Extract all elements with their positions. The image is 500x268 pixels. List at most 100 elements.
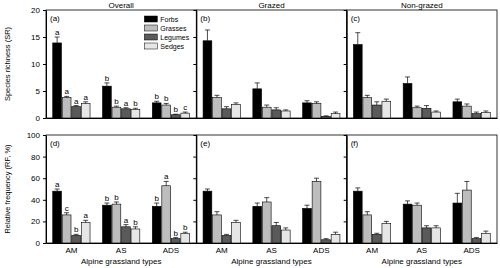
error-bar bbox=[384, 221, 389, 223]
y-tick bbox=[193, 64, 196, 65]
error-bar-cap bbox=[214, 211, 219, 212]
bar bbox=[222, 109, 231, 118]
bar bbox=[122, 109, 131, 118]
x-tick: AS bbox=[116, 243, 127, 255]
error-bar-cap bbox=[214, 95, 219, 96]
y-tick bbox=[344, 243, 347, 244]
error-bar bbox=[483, 231, 488, 233]
error-bar bbox=[74, 234, 79, 235]
error-bar-cap bbox=[233, 102, 238, 103]
x-axis-line bbox=[347, 243, 497, 244]
bar bbox=[322, 240, 331, 243]
x-tick-label: AM bbox=[65, 246, 77, 255]
error-bar bbox=[424, 106, 429, 109]
significance-letter: b bbox=[183, 223, 188, 232]
error-bar-line bbox=[466, 181, 467, 190]
panel-label: (a) bbox=[50, 14, 60, 23]
y-tick-mark bbox=[344, 243, 347, 244]
y-tick: 40 bbox=[31, 196, 46, 205]
y-tick-mark bbox=[193, 37, 196, 38]
bar bbox=[72, 107, 81, 118]
error-bar-line bbox=[257, 83, 258, 89]
error-bar bbox=[164, 181, 169, 185]
y-tick: 0 bbox=[36, 114, 46, 123]
y-tick-mark bbox=[344, 157, 347, 158]
legend-label: Sedges bbox=[160, 43, 184, 51]
error-bar bbox=[274, 108, 279, 110]
panel-label: (d) bbox=[50, 139, 60, 148]
error-bar-cap bbox=[415, 203, 420, 204]
error-bar-line bbox=[457, 99, 458, 102]
error-bar-line bbox=[407, 77, 408, 83]
y-tick-mark bbox=[344, 118, 347, 119]
bar bbox=[453, 203, 462, 243]
y-tick-label: 20 bbox=[31, 217, 40, 226]
legend-item: Sedges bbox=[144, 43, 184, 51]
y-tick-mark bbox=[344, 64, 347, 65]
legend: ForbsGrassesLegumesSedges bbox=[144, 16, 189, 51]
bar bbox=[253, 89, 262, 118]
bar bbox=[81, 103, 90, 118]
y-tick: 60 bbox=[31, 174, 46, 183]
y-tick-mark bbox=[43, 221, 46, 222]
x-axis: AMASADS bbox=[347, 243, 497, 255]
error-bar bbox=[483, 111, 488, 113]
y-tick-mark bbox=[43, 135, 46, 136]
y-tick-mark bbox=[43, 178, 46, 179]
error-bar-cap bbox=[455, 193, 460, 194]
error-bar-cap bbox=[264, 105, 269, 106]
y-tick-label: 10 bbox=[31, 60, 40, 69]
error-bar bbox=[224, 234, 229, 235]
error-bar-cap bbox=[434, 110, 439, 111]
bar bbox=[403, 204, 412, 243]
y-tick-label: 5 bbox=[36, 87, 41, 96]
error-bar-cap bbox=[205, 189, 210, 190]
y-tick-mark bbox=[344, 37, 347, 38]
y-tick-mark bbox=[193, 135, 196, 136]
y-axis bbox=[193, 11, 197, 119]
error-bar bbox=[474, 238, 479, 239]
bar bbox=[53, 43, 62, 118]
error-bar-cap bbox=[333, 112, 338, 113]
y-axis-line bbox=[46, 136, 47, 244]
y-tick-mark bbox=[344, 135, 347, 136]
bar bbox=[203, 41, 212, 118]
x-tick: ADS bbox=[313, 243, 329, 255]
x-axis-line bbox=[197, 243, 347, 244]
bar bbox=[72, 235, 81, 243]
bar bbox=[363, 97, 372, 118]
x-tick: ADS bbox=[163, 243, 179, 255]
y-axis: 05101520 bbox=[31, 6, 46, 123]
y-axis-line bbox=[46, 11, 47, 119]
plot-frame bbox=[46, 135, 196, 243]
panel: (c) bbox=[344, 10, 498, 119]
figure: 05101520abbabbaababc(a)ForbsGrassesLegum… bbox=[0, 0, 500, 268]
significance-letter: a bbox=[83, 93, 88, 102]
error-bar bbox=[83, 220, 88, 222]
panel: AMASADS(f) bbox=[344, 135, 498, 255]
y-tick-mark bbox=[193, 200, 196, 201]
y-tick-mark bbox=[43, 91, 46, 92]
panel-label: (b) bbox=[200, 14, 210, 23]
error-bar-cap bbox=[424, 225, 429, 226]
y-tick-label: 60 bbox=[31, 174, 40, 183]
bar bbox=[152, 103, 161, 118]
panel-title: Grazed bbox=[258, 1, 284, 10]
legend-item: Forbs bbox=[144, 16, 178, 23]
y-tick bbox=[344, 135, 347, 136]
error-bar-cap bbox=[205, 29, 210, 30]
error-bar bbox=[64, 213, 69, 215]
x-axis-line bbox=[197, 118, 347, 119]
bar bbox=[232, 222, 241, 243]
significance-letter: a bbox=[55, 180, 60, 189]
significance-letter: b bbox=[114, 97, 119, 106]
error-bar bbox=[374, 102, 379, 105]
error-bar-line bbox=[257, 203, 258, 206]
bar bbox=[432, 228, 441, 243]
bar bbox=[171, 239, 180, 243]
significance-letter: b bbox=[74, 225, 79, 234]
error-bar-line bbox=[376, 102, 377, 105]
y-tick-label: 100 bbox=[27, 131, 41, 140]
y-axis-line bbox=[196, 136, 197, 244]
error-bar bbox=[434, 111, 439, 112]
